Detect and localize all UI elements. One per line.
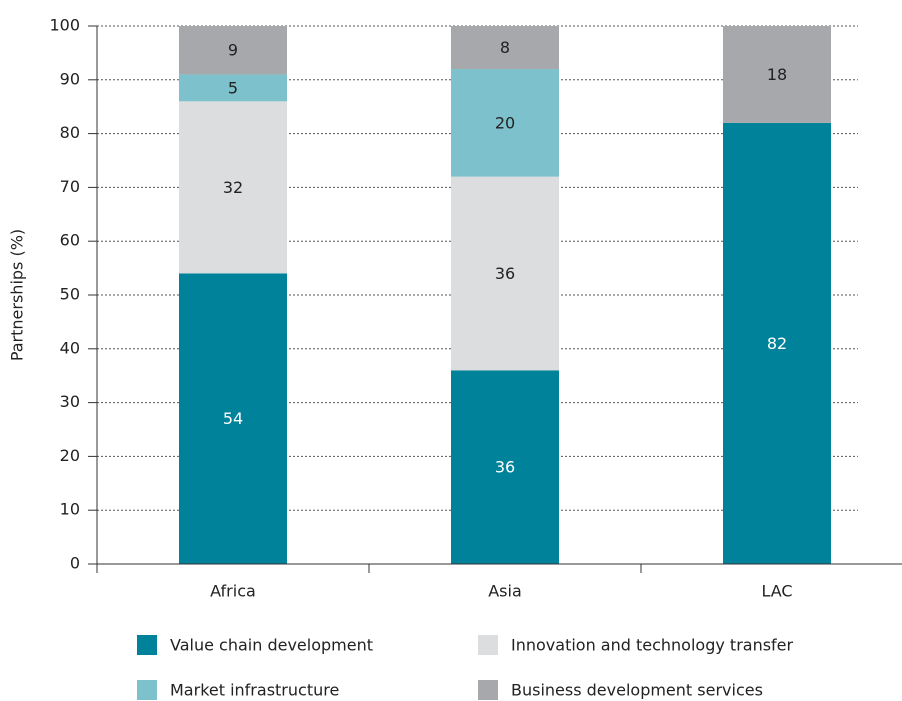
value-label: 9: [228, 41, 238, 60]
bar-segment: [451, 176, 559, 371]
value-label: 8: [500, 38, 510, 57]
y-tick-label: 50: [60, 285, 80, 304]
legend-label: Value chain development: [170, 636, 373, 655]
value-label: 32: [223, 178, 243, 197]
value-label: 20: [495, 113, 515, 132]
legend-label: Business development services: [511, 681, 763, 700]
bar-segment: [179, 26, 287, 75]
y-tick-label: 70: [60, 177, 80, 196]
bar-segment: [451, 370, 559, 564]
y-axis-label: Partnerships (%): [8, 229, 27, 361]
x-tick-label: Africa: [210, 582, 256, 601]
bar-segment: [179, 101, 287, 274]
y-tick-label: 30: [60, 392, 80, 411]
bar-segment: [179, 273, 287, 564]
legend-swatch: [137, 680, 157, 700]
bar-segment: [179, 74, 287, 102]
y-tick-label: 80: [60, 123, 80, 142]
value-label: 5: [228, 78, 238, 97]
legend-label: Innovation and technology transfer: [511, 636, 794, 655]
bar-segment: [451, 26, 559, 70]
value-label: 54: [223, 409, 243, 428]
legend-swatch: [478, 635, 498, 655]
y-tick-label: 20: [60, 446, 80, 465]
bar-segment: [451, 69, 559, 177]
legend-swatch: [478, 680, 498, 700]
bar-segment: [723, 122, 831, 564]
legend-swatch: [137, 635, 157, 655]
y-tick-label: 100: [49, 16, 80, 35]
y-tick-label: 10: [60, 500, 80, 519]
legend-label: Market infrastructure: [170, 681, 339, 700]
x-tick-label: Asia: [488, 582, 522, 601]
value-label: 36: [495, 458, 515, 477]
y-tick-label: 60: [60, 231, 80, 250]
y-tick-label: 90: [60, 69, 80, 88]
value-label: 82: [767, 334, 787, 353]
y-tick-label: 0: [70, 554, 80, 573]
value-label: 18: [767, 65, 787, 84]
value-label: 36: [495, 264, 515, 283]
x-tick-label: LAC: [761, 582, 792, 601]
bar-segment: [723, 26, 831, 123]
y-tick-label: 40: [60, 338, 80, 357]
